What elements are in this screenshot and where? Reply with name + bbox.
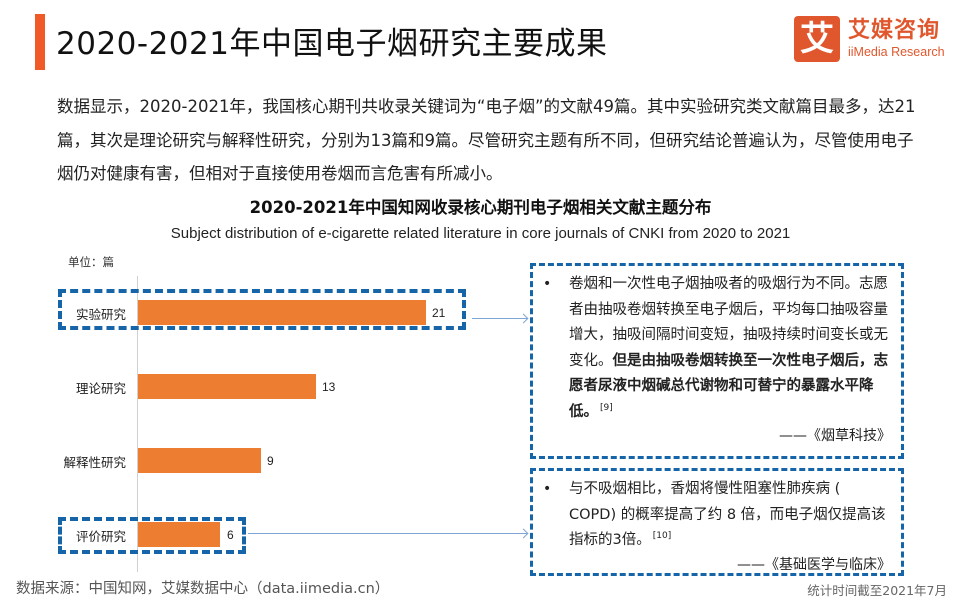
connector-arrow-line xyxy=(248,533,528,534)
note-bold-text: 但是由抽吸卷烟转换至一次性电子烟后，志愿者尿液中烟碱总代谢物和可替宁的暴露水平降… xyxy=(569,352,888,420)
page-title: 2020-2021年中国电子烟研究主要成果 xyxy=(56,26,608,62)
statistics-date: 统计时间截至2021年7月 xyxy=(807,583,947,598)
logo-mark-icon: 艾 xyxy=(794,16,840,62)
note-box-2: • 与不吸烟相比，香烟将慢性阻塞性肺疾病 ( COPD) 的概率提高了约 8 倍… xyxy=(530,468,904,576)
summary-paragraph: 数据显示，2020-2021年，我国核心期刊共收录关键词为“电子烟”的文献49篇… xyxy=(57,97,916,183)
category-label: 评价研究 xyxy=(75,529,126,544)
bullet-icon: • xyxy=(543,276,552,292)
note-text: • 卷烟和一次性电子烟抽吸者的吸烟行为不同。志愿者由抽吸卷烟转换至电子烟后，平均… xyxy=(543,272,891,425)
note-box-1: • 卷烟和一次性电子烟抽吸者的吸烟行为不同。志愿者由抽吸卷烟转换至电子烟后，平均… xyxy=(530,263,904,459)
bar-value: 6 xyxy=(227,528,234,542)
note-source: ——《烟草科技》 xyxy=(779,428,891,444)
reference-marker: [9] xyxy=(600,402,613,413)
reference-marker: [10] xyxy=(652,531,672,542)
arrow-right-icon xyxy=(518,528,529,539)
arrow-right-icon xyxy=(518,313,529,324)
y-axis-line xyxy=(137,276,138,572)
category-label: 实验研究 xyxy=(75,307,126,322)
connector-arrow-line xyxy=(472,318,528,319)
bar-value: 9 xyxy=(267,454,274,468)
chart-title: 2020-2021年中国知网收录核心期刊电子烟相关文献主题分布 xyxy=(249,198,712,217)
bar-experimental xyxy=(138,300,426,325)
note-text: • 与不吸烟相比，香烟将慢性阻塞性肺疾病 ( COPD) 的概率提高了约 8 倍… xyxy=(543,477,891,554)
bar-evaluative xyxy=(138,522,220,547)
note-source: ——《基础医学与临床》 xyxy=(737,556,891,573)
iimedia-logo: 艾 艾媒咨询 iiMedia Research xyxy=(794,14,945,64)
chart-subtitle: Subject distribution of e-cigarette rela… xyxy=(170,225,791,242)
note-plain-text: 与不吸烟相比，香烟将慢性阻塞性肺疾病 ( COPD) 的概率提高了约 8 倍，而… xyxy=(569,481,886,548)
title-accent-bar xyxy=(35,14,45,70)
bar-explanatory xyxy=(138,448,261,473)
logo-text: 艾媒咨询 iiMedia Research xyxy=(848,18,945,60)
category-label: 解释性研究 xyxy=(63,455,126,470)
note-plain-text: 卷烟和一次性电子烟抽吸者的吸烟行为不同。志愿者由抽吸卷烟转换至电子烟后，平均每口… xyxy=(569,276,888,369)
chart-unit-label: 单位：篇 xyxy=(68,255,114,269)
highlight-box-evaluative xyxy=(58,517,246,554)
bullet-icon: • xyxy=(543,481,552,497)
bar-value: 21 xyxy=(432,306,446,320)
bar-theoretical xyxy=(138,374,316,399)
highlight-box-experimental xyxy=(58,289,466,330)
logo-name-cn: 艾媒咨询 xyxy=(848,18,941,43)
bar-value: 13 xyxy=(322,380,336,394)
logo-name-en: iiMedia Research xyxy=(848,45,945,59)
data-source: 数据来源：中国知网，艾媒数据中心（data.iimedia.cn） xyxy=(16,581,390,597)
category-label: 理论研究 xyxy=(75,381,126,396)
